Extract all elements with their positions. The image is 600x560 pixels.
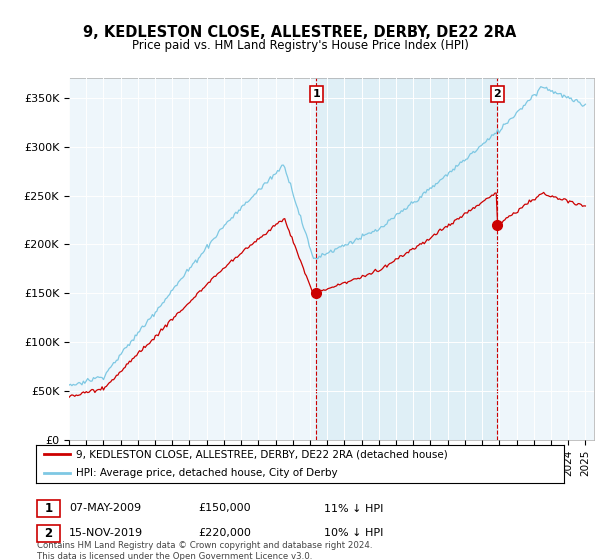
Text: Contains HM Land Registry data © Crown copyright and database right 2024.
This d: Contains HM Land Registry data © Crown c… — [37, 542, 373, 560]
Text: 2: 2 — [44, 526, 53, 540]
Text: Price paid vs. HM Land Registry's House Price Index (HPI): Price paid vs. HM Land Registry's House … — [131, 39, 469, 53]
Text: 2: 2 — [493, 89, 501, 99]
Text: HPI: Average price, detached house, City of Derby: HPI: Average price, detached house, City… — [76, 468, 337, 478]
Text: 9, KEDLESTON CLOSE, ALLESTREE, DERBY, DE22 2RA (detached house): 9, KEDLESTON CLOSE, ALLESTREE, DERBY, DE… — [76, 449, 448, 459]
Text: 07-MAY-2009: 07-MAY-2009 — [69, 503, 141, 514]
Text: 15-NOV-2019: 15-NOV-2019 — [69, 528, 143, 538]
Text: £150,000: £150,000 — [198, 503, 251, 514]
Text: 10% ↓ HPI: 10% ↓ HPI — [324, 528, 383, 538]
Text: 11% ↓ HPI: 11% ↓ HPI — [324, 503, 383, 514]
Text: £220,000: £220,000 — [198, 528, 251, 538]
Bar — [316, 78, 497, 440]
Text: 1: 1 — [44, 502, 53, 515]
Text: 9, KEDLESTON CLOSE, ALLESTREE, DERBY, DE22 2RA: 9, KEDLESTON CLOSE, ALLESTREE, DERBY, DE… — [83, 25, 517, 40]
Text: 1: 1 — [313, 89, 320, 99]
